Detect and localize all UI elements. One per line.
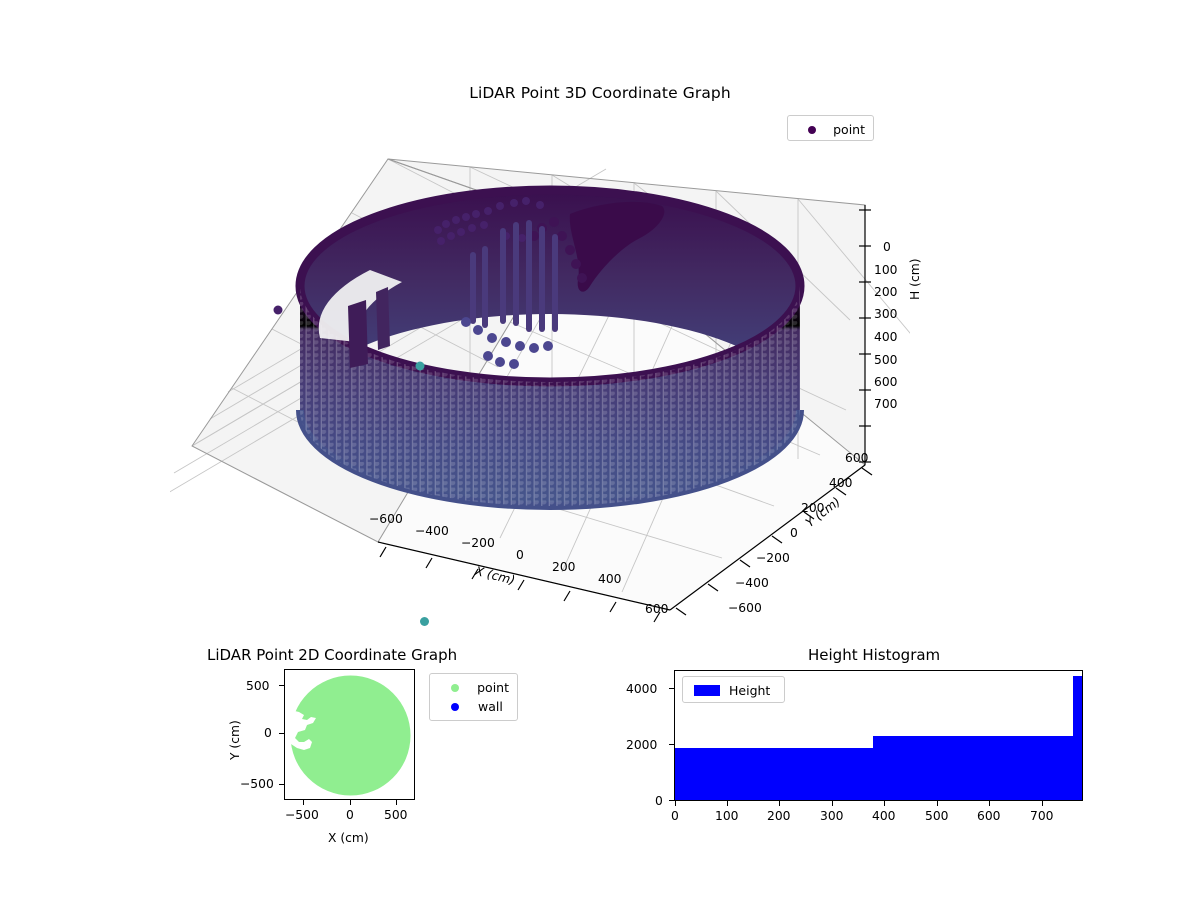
- plot3d-x-tick-6: 600: [645, 602, 669, 616]
- plot3d-z-tick-7: 700: [874, 397, 898, 411]
- legend-label: wall: [478, 699, 503, 714]
- plot3d-y-tick-5: 400: [829, 476, 853, 490]
- plot3d-y-tick-1: −400: [735, 576, 769, 590]
- histogram-y-tickmark-4000: [669, 688, 674, 690]
- plot2d-y-tick-0: 500: [246, 679, 270, 693]
- plot3d-z-tick-0: 0: [883, 240, 891, 254]
- plot3d-x-tick-1: −400: [415, 524, 449, 538]
- histogram-y-tick-1: 2000: [626, 738, 658, 752]
- histogram-legend[interactable]: Height: [682, 676, 785, 703]
- plot3d-title: LiDAR Point 3D Coordinate Graph: [469, 84, 731, 102]
- histogram-x-tick-5: 500: [925, 809, 949, 823]
- legend-item-point: point: [796, 120, 865, 139]
- plot3d-z-tick-2: 200: [874, 285, 898, 299]
- plot2d-y-tick-2: −500: [240, 777, 274, 791]
- plot2d-x-tick-1: 0: [346, 808, 354, 822]
- plot3d-x-tick-0: −600: [369, 512, 403, 526]
- plot3d-z-tick-1: 100: [874, 263, 898, 277]
- plot2d-title: LiDAR Point 2D Coordinate Graph: [207, 646, 458, 664]
- plot3d-x-tick-2: −200: [461, 536, 495, 550]
- histogram-x-tickmark-600: [989, 801, 991, 806]
- plot3d-y-spine: [669, 464, 873, 616]
- plot2d-canvas: [287, 675, 411, 796]
- plot3d-z-axis-label: H (cm): [908, 258, 922, 301]
- teal-interior-point: [415, 361, 425, 371]
- plot3d-point-cloud: [273, 185, 805, 510]
- plot3d-z-tick-3: 300: [874, 307, 898, 321]
- histogram-y-tick-0: 0: [655, 794, 663, 808]
- point-cloud-notch: [287, 710, 316, 750]
- histogram-x-tickmark-500: [937, 801, 939, 806]
- plot3d-x-tick-5: 400: [598, 572, 622, 586]
- histogram-x-tick-6: 600: [977, 809, 1001, 823]
- histogram-x-tick-7: 700: [1030, 809, 1054, 823]
- plot3d-axes[interactable]: [170, 110, 910, 630]
- plot2d-y-tickmark-500: [279, 685, 284, 687]
- legend-item-point: point: [438, 678, 509, 697]
- plot3d-legend[interactable]: point: [787, 115, 874, 141]
- histogram-x-tickmark-0: [675, 801, 677, 806]
- plot2d-legend[interactable]: point wall: [429, 673, 518, 721]
- histogram-x-tick-1: 100: [715, 809, 739, 823]
- point-marker-icon: [796, 125, 827, 134]
- plot3d-z-spine: [859, 205, 871, 465]
- plot2d-y-tick-1: 0: [264, 726, 272, 740]
- histogram-y-tick-2: 4000: [626, 682, 658, 696]
- plot3d-y-tick-6: 600: [845, 451, 869, 465]
- plot3d-y-tick-4: 200: [801, 501, 825, 515]
- histogram-x-tick-3: 300: [820, 809, 844, 823]
- plot2d-x-tick-0: −500: [285, 808, 319, 822]
- stray-teal-point: [420, 617, 429, 626]
- histogram-bar-2: [1073, 676, 1082, 800]
- plot3d-y-tick-3: 0: [790, 526, 798, 540]
- plot3d-x-tick-4: 200: [552, 560, 576, 574]
- histogram-x-tickmark-400: [884, 801, 886, 806]
- plot2d-x-tickmark-neg500: [303, 800, 305, 805]
- histogram-x-tickmark-100: [727, 801, 729, 806]
- histogram-y-tickmark-2000: [669, 744, 674, 746]
- legend-label: Height: [729, 683, 771, 698]
- wall-marker-icon: [438, 702, 472, 711]
- plot2d-y-tickmark-0: [279, 733, 284, 735]
- histogram-x-tick-0: 0: [671, 809, 679, 823]
- histogram-x-tick-2: 200: [767, 809, 791, 823]
- point-marker-icon: [438, 683, 471, 692]
- histogram-title: Height Histogram: [808, 646, 941, 664]
- plot3d-z-tick-6: 600: [874, 375, 898, 389]
- legend-item-height: Height: [691, 681, 776, 700]
- plot2d-axes[interactable]: [284, 669, 415, 800]
- plot3d-x-spine: [377, 541, 671, 623]
- plot3d-z-tick-4: 400: [874, 330, 898, 344]
- histogram-x-tickmark-300: [832, 801, 834, 806]
- legend-label: point: [477, 680, 509, 695]
- histogram-x-tick-4: 400: [872, 809, 896, 823]
- plot2d-y-tickmark-neg500: [279, 784, 284, 786]
- legend-item-wall: wall: [438, 697, 509, 716]
- plot2d-y-axis-label: Y (cm): [228, 720, 242, 760]
- point-cloud-disc: [290, 675, 411, 796]
- plot3d-x-tick-3: 0: [516, 548, 524, 562]
- plot3d-z-tick-5: 500: [874, 353, 898, 367]
- plot3d-canvas: [170, 158, 910, 623]
- plot3d-y-tick-0: −600: [728, 601, 762, 615]
- plot2d-x-tickmark-0: [350, 800, 352, 805]
- legend-label: point: [833, 122, 865, 137]
- height-swatch-icon: [691, 685, 723, 696]
- histogram-bar-1: [873, 736, 1073, 800]
- plot2d-x-axis-label: X (cm): [328, 831, 369, 845]
- plot3d-y-tick-2: −200: [756, 551, 790, 565]
- histogram-x-tickmark-200: [779, 801, 781, 806]
- outlier-point-left: [273, 305, 283, 315]
- plot2d-x-tick-2: 500: [384, 808, 408, 822]
- histogram-bar-0: [675, 748, 873, 800]
- histogram-x-tickmark-700: [1042, 801, 1044, 806]
- histogram-y-tickmark-0: [669, 800, 674, 802]
- plot2d-x-tickmark-500: [396, 800, 398, 805]
